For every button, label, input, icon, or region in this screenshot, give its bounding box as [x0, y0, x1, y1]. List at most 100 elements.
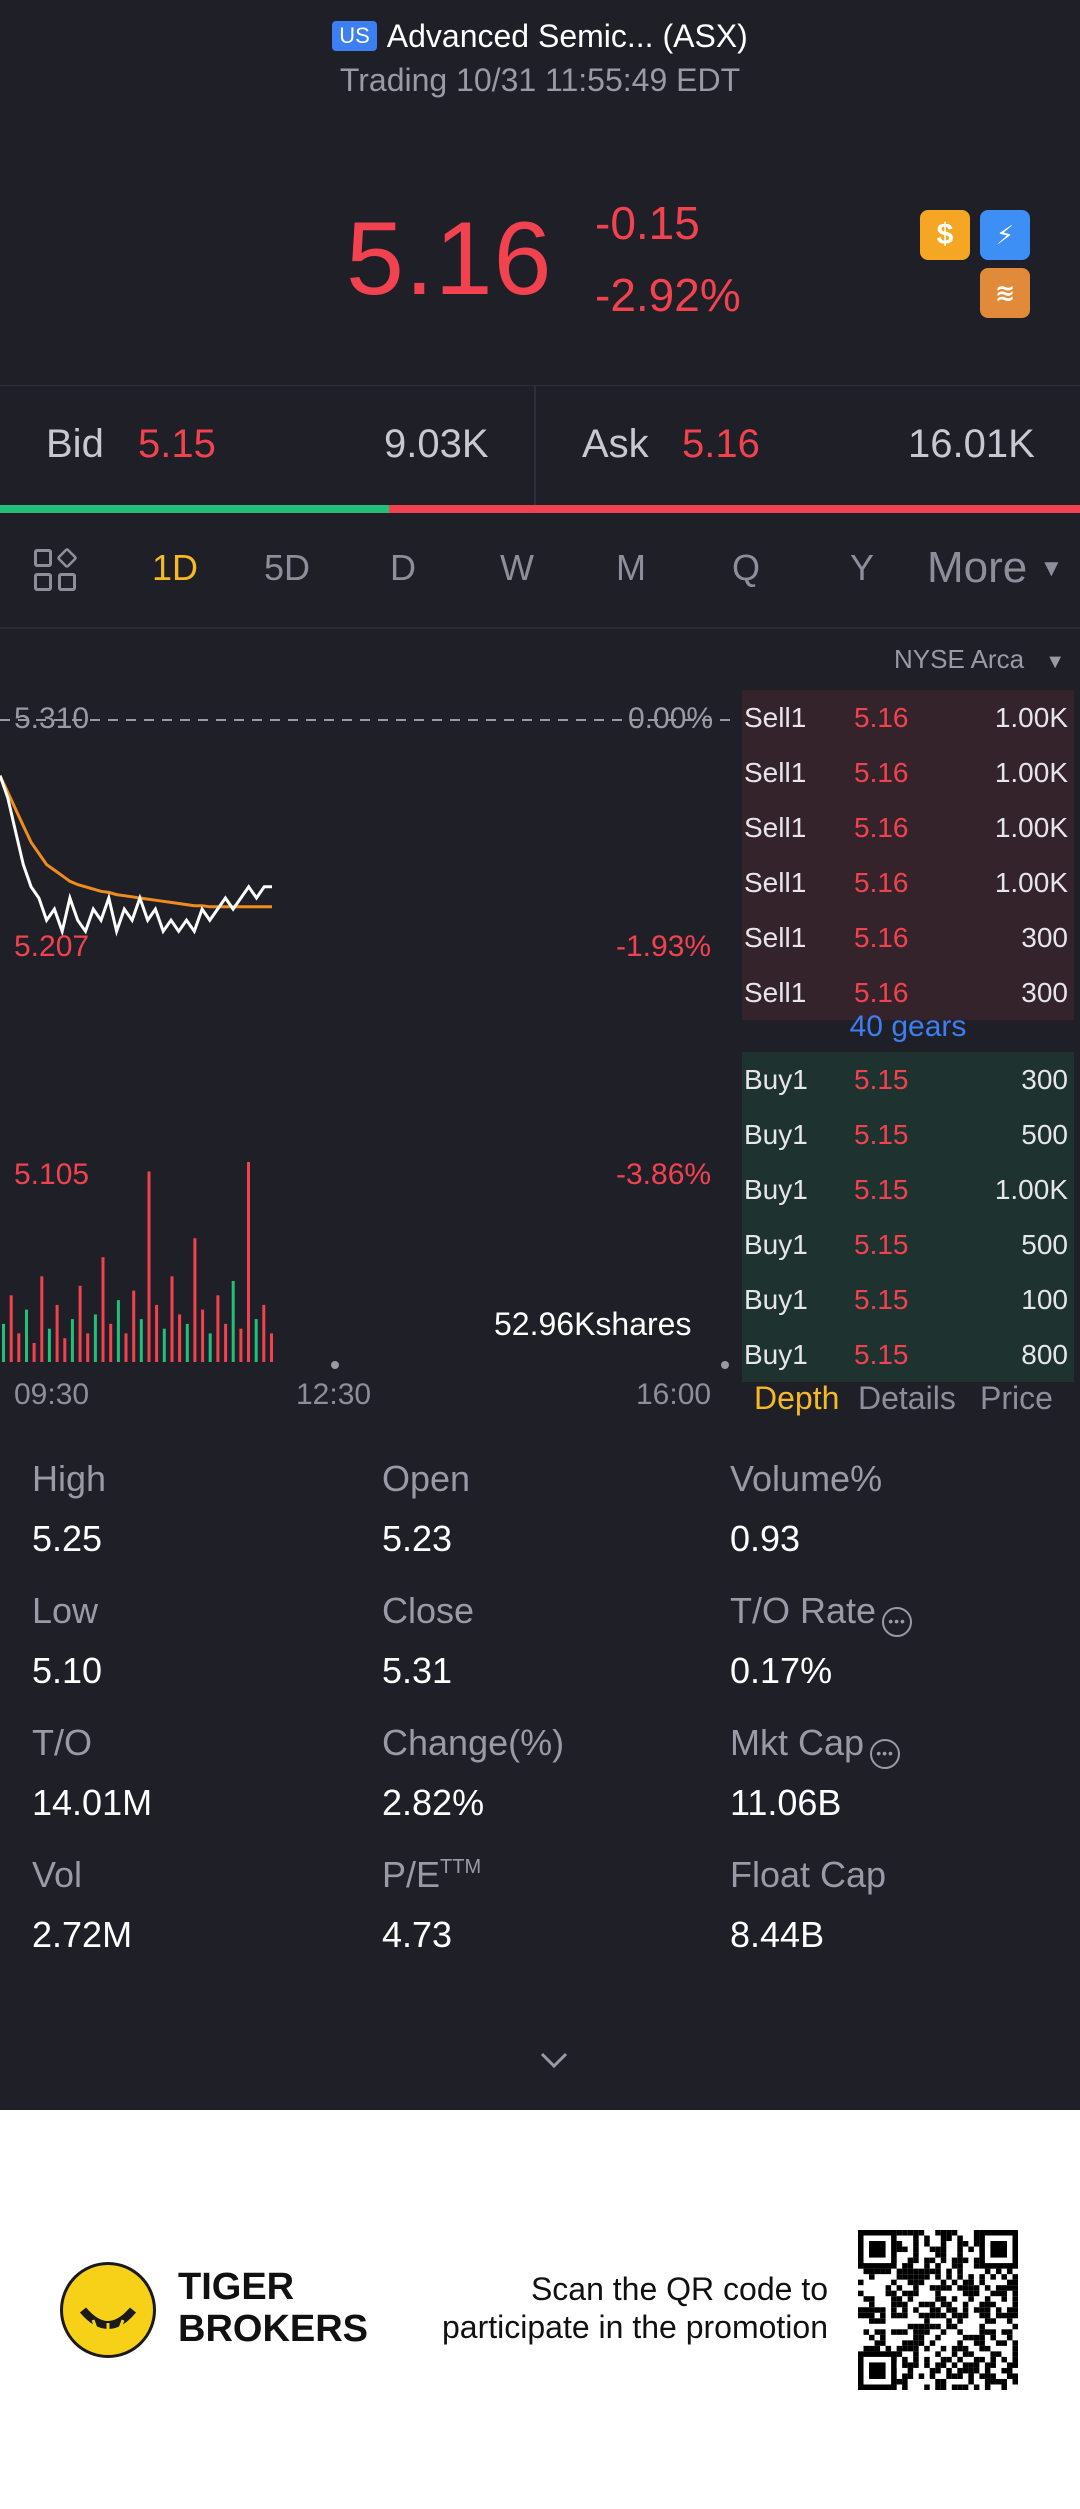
stock-title[interactable]: US Advanced Semic... (ASX): [0, 18, 1080, 55]
tab-details[interactable]: Details: [858, 1380, 956, 1416]
volume-bar: [132, 1290, 136, 1362]
promo-line1: Scan the QR code to: [530, 2271, 828, 2307]
volume-bar: [86, 1333, 90, 1362]
volume-bar: [70, 1319, 74, 1362]
volume-bar: [178, 1314, 182, 1362]
ask-label: Ask: [582, 422, 649, 466]
volume-bar: [109, 1323, 113, 1362]
buy-row: Buy1 5.15 800: [742, 1327, 1074, 1382]
exchange-selector[interactable]: NYSE Arca ▼: [894, 644, 1065, 675]
tab-w[interactable]: W: [500, 547, 534, 588]
volume-bar: [93, 1314, 97, 1362]
time-tick-close: 16:00: [636, 1378, 712, 1411]
price: 5.15: [854, 1339, 909, 1370]
dollar-icon[interactable]: $: [920, 210, 970, 260]
qty: 100: [1021, 1284, 1068, 1315]
intraday-chart[interactable]: [0, 690, 740, 1370]
expand-chevron-icon[interactable]: [536, 2042, 572, 2078]
qty: 1.00K: [994, 812, 1068, 843]
qty: 500: [1021, 1229, 1068, 1260]
price: 5.16: [854, 702, 909, 733]
tab-d[interactable]: D: [390, 547, 416, 588]
volume-bar: [224, 1323, 228, 1362]
pe-label: P/E: [382, 1854, 441, 1895]
floatcap-value: 8.44B: [730, 1914, 825, 1955]
price-change-pct: -2.92%: [595, 269, 741, 321]
pe-label-wrap: P/ETTM: [382, 1854, 481, 1896]
bid-ask-bar: Bid 5.15 9.03K Ask 5.16 16.01K: [0, 385, 1080, 506]
tab-m[interactable]: M: [616, 547, 646, 588]
flash-icon[interactable]: ⚡: [980, 210, 1030, 260]
low-pct-label: -3.86%: [616, 1158, 712, 1191]
side: Buy1: [744, 1119, 808, 1150]
turnover-label: T/O: [32, 1722, 92, 1763]
sell-row: Sell1 5.16 1.00K: [742, 690, 1074, 745]
high-value: 5.25: [32, 1518, 103, 1559]
mktcap-value: 11.06B: [730, 1782, 842, 1823]
price: 5.16: [854, 922, 909, 953]
mid-price-label: 5.207: [14, 930, 90, 963]
volume-bar: [63, 1338, 67, 1362]
midday-dot: [331, 1361, 339, 1369]
side: Sell1: [744, 867, 807, 898]
brand-line1: TIGER: [178, 2266, 295, 2308]
low-label: Low: [32, 1590, 99, 1631]
tab-1d[interactable]: 1D: [152, 547, 199, 588]
volume-bar: [247, 1162, 250, 1362]
bid-ask-divider: [534, 386, 536, 506]
close-dot: [721, 1361, 729, 1369]
vol-value: 2.72M: [32, 1914, 133, 1955]
tab-price[interactable]: Price: [980, 1380, 1053, 1416]
bid-qty: 9.03K: [384, 422, 489, 466]
low-value: 5.10: [32, 1650, 103, 1691]
tab-q[interactable]: Q: [732, 547, 761, 588]
side: Buy1: [744, 1284, 808, 1315]
price: 5.15: [854, 1064, 909, 1095]
price: 5.16: [854, 867, 909, 898]
sell-row: Sell1 5.16 1.00K: [742, 855, 1074, 910]
volume-bar: [262, 1304, 266, 1362]
buy-row: Buy1 5.15 500: [742, 1107, 1074, 1162]
chevron-down-icon: ▼: [1039, 555, 1064, 582]
trading-status: Trading 10/31 11:55:49 EDT: [339, 62, 741, 98]
volume-bar: [254, 1319, 258, 1362]
tab-y[interactable]: Y: [850, 547, 875, 588]
promo-text: Scan the QR code to participate in the p…: [380, 2270, 828, 2346]
tiger-logo-icon: [60, 2262, 156, 2358]
volume-bars: [2, 1162, 273, 1362]
volume-bar: [193, 1238, 197, 1362]
bid-label: Bid: [46, 422, 104, 466]
market-badge: US: [332, 21, 377, 51]
qty: 1.00K: [994, 867, 1068, 898]
promo-line2: participate in the promotion: [442, 2309, 828, 2345]
volume-bar: [208, 1333, 212, 1362]
side: Buy1: [744, 1339, 808, 1370]
volume-bar: [216, 1295, 220, 1362]
volume-label: 52.96Kshares: [494, 1306, 692, 1342]
side: Sell1: [744, 977, 807, 1008]
buy-row: Buy1 5.15 500: [742, 1217, 1074, 1272]
volume-bar: [270, 1333, 273, 1362]
layout-grid-icon[interactable]: [34, 547, 80, 595]
torate-label-wrap: T/O Rate •••: [730, 1590, 913, 1637]
qr-code-icon[interactable]: [858, 2230, 1018, 2390]
tab-5d[interactable]: 5D: [264, 547, 311, 588]
volume-bar: [124, 1333, 128, 1362]
change-value: 2.82%: [382, 1782, 485, 1823]
volume-bar: [9, 1295, 13, 1362]
volume-bar: [170, 1276, 174, 1362]
torate-label: T/O Rate: [730, 1590, 877, 1631]
more-info-icon[interactable]: •••: [882, 1607, 913, 1637]
tab-depth[interactable]: Depth: [754, 1380, 840, 1416]
close-label: Close: [382, 1590, 475, 1631]
buy-row: Buy1 5.15 300: [742, 1052, 1074, 1107]
stock-name: Advanced Semic... (ASX): [386, 18, 748, 54]
volume-bar: [162, 1328, 166, 1362]
more-dropdown[interactable]: More ▼: [927, 543, 1063, 593]
gears-toggle[interactable]: 40 gears: [849, 1010, 967, 1043]
side: Sell1: [744, 757, 807, 788]
more-info-icon[interactable]: •••: [870, 1739, 901, 1769]
stack-icon[interactable]: ≋: [980, 268, 1030, 318]
close-value: 5.31: [382, 1650, 453, 1691]
mktcap-label-wrap: Mkt Cap •••: [730, 1722, 901, 1769]
